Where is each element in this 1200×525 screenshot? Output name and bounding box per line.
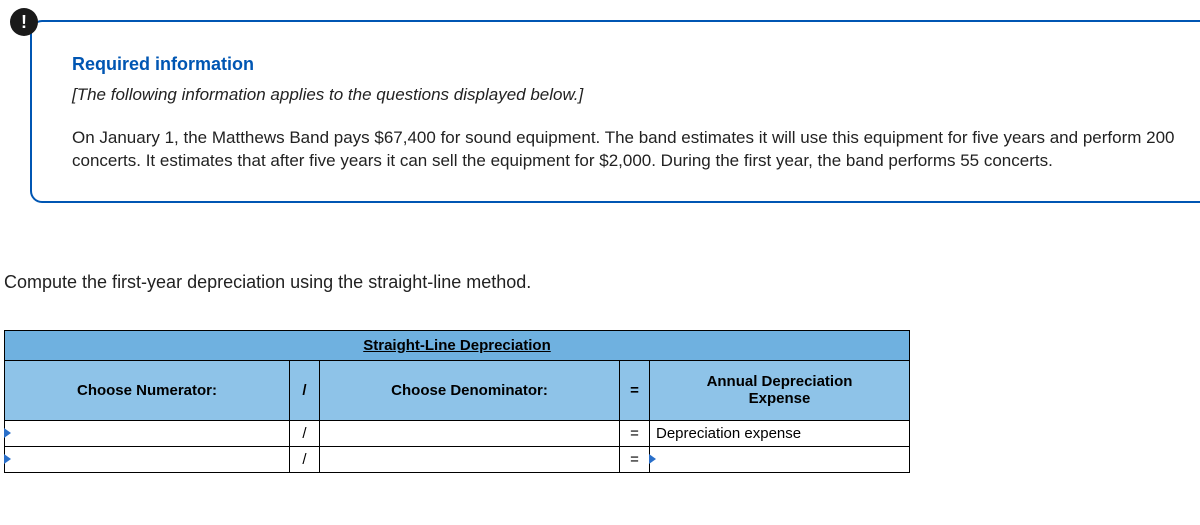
alert-icon: ! xyxy=(10,8,38,36)
instruction-text: Compute the first-year depreciation usin… xyxy=(4,272,531,293)
table-row: / = xyxy=(5,446,910,472)
result-label: Depreciation expense xyxy=(650,420,910,446)
chevron-right-icon xyxy=(4,454,11,464)
divide-op: / xyxy=(290,420,320,446)
col-header-denominator: Choose Denominator: xyxy=(320,361,620,421)
context-note: [The following information applies to th… xyxy=(72,85,1176,105)
required-info-box: Required information [The following info… xyxy=(30,20,1200,203)
column-header-row: Choose Numerator: / Choose Denominator: … xyxy=(5,361,910,421)
col-header-divide: / xyxy=(290,361,320,421)
depreciation-table: Straight-Line Depreciation Choose Numera… xyxy=(4,330,910,473)
equals-op: = xyxy=(620,446,650,472)
col-header-equals: = xyxy=(620,361,650,421)
scenario-text: On January 1, the Matthews Band pays $67… xyxy=(72,127,1176,173)
chevron-right-icon xyxy=(649,454,656,464)
result-input[interactable] xyxy=(650,446,910,472)
col-header-numerator: Choose Numerator: xyxy=(5,361,290,421)
numerator-dropdown[interactable] xyxy=(5,446,290,472)
divide-op: / xyxy=(290,446,320,472)
col-header-result-line2: Expense xyxy=(749,390,811,407)
col-header-result-line1: Annual Depreciation xyxy=(707,373,853,390)
numerator-dropdown[interactable] xyxy=(5,420,290,446)
required-info-title: Required information xyxy=(72,54,1176,75)
denominator-dropdown[interactable] xyxy=(320,420,620,446)
col-header-result: Annual Depreciation Expense xyxy=(650,361,910,421)
chevron-right-icon xyxy=(4,428,11,438)
denominator-dropdown[interactable] xyxy=(320,446,620,472)
equals-op: = xyxy=(620,420,650,446)
table-row: / = Depreciation expense xyxy=(5,420,910,446)
table-title: Straight-Line Depreciation xyxy=(5,331,910,361)
table-title-row: Straight-Line Depreciation xyxy=(5,331,910,361)
